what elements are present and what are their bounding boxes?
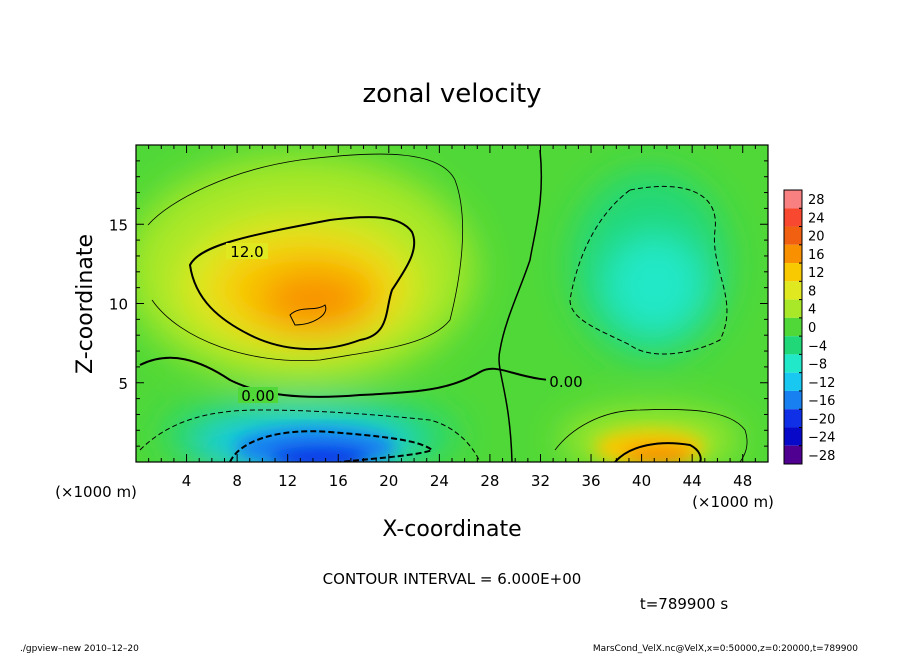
colorbar-cell: [784, 226, 802, 245]
colorbar-cell: [784, 317, 802, 337]
colorbar-cell: [784, 190, 802, 209]
chart-title: zonal velocity: [362, 79, 541, 109]
colorbar-label: −12: [808, 376, 835, 391]
colorbar-label: −24: [808, 431, 835, 446]
colorbar-cell: [784, 336, 802, 355]
colorbar-label: 24: [808, 211, 825, 226]
colorbar-label: −16: [808, 394, 835, 409]
velocity-field: [136, 145, 768, 462]
y-tick-label: 5: [118, 375, 128, 393]
x-tick-label: 36: [581, 472, 600, 490]
colorbar-cell: [784, 281, 802, 300]
colorbar-cell: [784, 427, 802, 446]
colorbar-label: −4: [808, 339, 827, 354]
contour-label-12: 12.0: [230, 243, 263, 261]
x-tick-label: 48: [733, 472, 752, 490]
colorbar: 28 24 20 16 12 8 4 0 −4 −8 −12 −16 −20 −24 −28: [783, 189, 835, 465]
colorbar-label: −20: [808, 412, 835, 427]
colorbar-cell: [784, 208, 802, 227]
x-tick-label: 12: [278, 472, 297, 490]
colorbar-cell: [784, 299, 802, 318]
x-tick-label: 28: [480, 472, 499, 490]
colorbar-label: 28: [808, 193, 825, 208]
colorbar-label: −8: [808, 358, 827, 373]
contour-interval: CONTOUR INTERVAL = 6.000E+00: [323, 570, 582, 588]
x-unit-right: (×1000 m): [692, 493, 774, 511]
colorbar-cell: [784, 263, 802, 282]
colorbar-cell: [784, 354, 802, 373]
colorbar-label: 4: [808, 303, 816, 318]
colorbar-frame: [783, 189, 803, 465]
x-axis: 4 8 12 16 20 24 28 32 36 40 44 48: [148, 145, 756, 490]
x-tick-label: 44: [683, 472, 702, 490]
time-label: t=789900 s: [640, 595, 728, 613]
colorbar-label: −28: [808, 449, 835, 464]
colorbar-cell: [784, 409, 802, 428]
x-tick-label: 32: [531, 472, 550, 490]
contour-label-0-left: 0.00: [241, 387, 274, 405]
colorbar-cell: [784, 372, 802, 391]
colorbar-label: 0: [808, 321, 816, 336]
colorbar-label: 12: [808, 266, 825, 281]
x-tick-label: 24: [430, 472, 449, 490]
x-tick-label: 40: [632, 472, 651, 490]
y-axis: 5 10 15: [109, 160, 768, 447]
y-tick-label: 10: [109, 296, 128, 314]
contour-label-0-right: 0.00: [549, 373, 582, 391]
x-unit-left: (×1000 m): [55, 483, 137, 501]
colorbar-cell: [784, 445, 802, 464]
x-tick-label: 8: [232, 472, 242, 490]
y-tick-label: 15: [109, 216, 128, 234]
x-tick-label: 4: [182, 472, 192, 490]
colorbar-label: 8: [808, 284, 816, 299]
footer-right: MarsCond_VelX.nc@VelX,x=0:50000,z=0:2000…: [593, 644, 858, 654]
colorbar-cell: [784, 390, 802, 410]
x-axis-label: X-coordinate: [382, 517, 521, 542]
colorbar-cell: [784, 244, 802, 264]
y-axis-label: Z-coordinate: [73, 234, 98, 374]
x-tick-label: 20: [379, 472, 398, 490]
footer-left: ./gpview–new 2010–12–20: [20, 644, 139, 654]
colorbar-label: 20: [808, 230, 825, 245]
colorbar-label: 16: [808, 248, 825, 263]
x-tick-label: 16: [329, 472, 348, 490]
